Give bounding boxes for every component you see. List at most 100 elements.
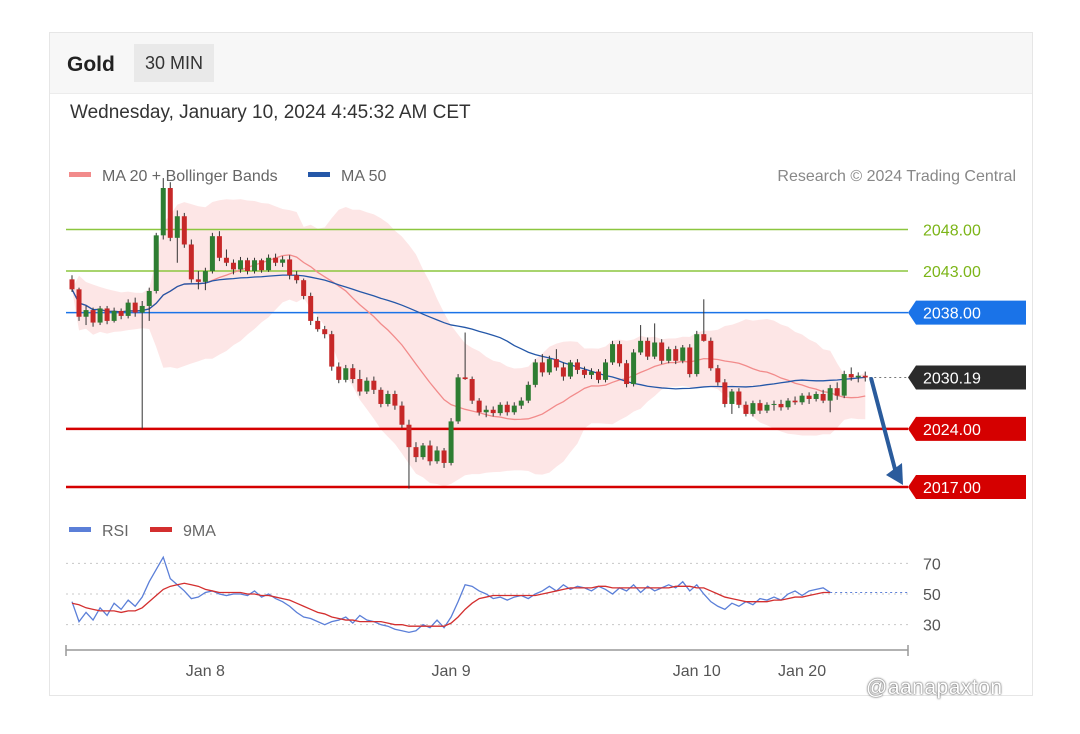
arrow-shaft <box>869 377 898 476</box>
candle <box>736 388 742 409</box>
candle <box>364 377 370 394</box>
candle <box>862 371 868 382</box>
candle <box>645 337 651 360</box>
rsi-chart: 70 50 30 RSI 9MA <box>66 523 941 635</box>
candle <box>104 305 110 325</box>
candle <box>532 359 538 388</box>
moving-averages <box>71 254 866 421</box>
candle-body <box>399 405 405 425</box>
candle <box>406 419 412 489</box>
candle <box>139 300 145 429</box>
candle-body <box>97 308 103 323</box>
candle-body <box>385 393 391 404</box>
candle-body <box>76 289 82 317</box>
copyright-label: Research © 2024 Trading Central <box>777 168 1016 185</box>
level-tag-bg <box>908 365 1026 390</box>
candle-body <box>855 375 861 378</box>
level-tag-bg <box>908 475 1026 500</box>
candle <box>778 399 784 411</box>
candle <box>448 418 454 466</box>
candle-body <box>617 344 623 364</box>
level-tag-2038.00: 2038.00 <box>923 306 981 323</box>
candle <box>574 359 580 375</box>
candle <box>202 267 208 291</box>
candle <box>673 345 679 365</box>
candle <box>680 344 686 364</box>
candle-body <box>329 334 335 367</box>
candle-body <box>448 421 454 463</box>
x-tick-label: Jan 10 <box>673 663 721 680</box>
watermark-text: @aanapaxton <box>866 676 1003 699</box>
candle-body <box>729 391 735 404</box>
candle <box>146 287 152 321</box>
candle <box>118 308 124 320</box>
candle <box>90 307 96 327</box>
candle-body <box>427 445 433 462</box>
candle-body <box>799 395 805 403</box>
rsi-legend-label: RSI <box>102 523 129 540</box>
candle-body <box>118 310 124 316</box>
candle <box>230 259 236 275</box>
candle <box>174 210 180 263</box>
candle <box>567 359 573 380</box>
candle <box>132 297 138 317</box>
timeframe-badge[interactable]: 30 MIN <box>134 44 215 82</box>
candle-body <box>778 403 784 408</box>
candle-body <box>631 352 637 385</box>
candle <box>827 384 833 413</box>
legend-label: MA 20 + Bollinger Bands <box>102 168 278 185</box>
arrow-head <box>886 463 903 486</box>
candle-body <box>280 259 286 263</box>
ma50-line <box>71 274 866 390</box>
candle <box>715 364 721 386</box>
candle <box>652 323 658 360</box>
x-tick-label: Jan 9 <box>432 663 471 680</box>
candle <box>322 325 328 339</box>
candle <box>97 305 103 326</box>
candle <box>69 275 75 292</box>
candle-body <box>315 320 321 330</box>
candle <box>301 278 307 300</box>
candle-body <box>69 279 75 290</box>
candle <box>743 401 749 417</box>
candles <box>69 178 868 489</box>
candle <box>427 440 433 466</box>
candle <box>392 390 398 410</box>
candle-body <box>90 310 96 323</box>
candle-body <box>841 374 847 396</box>
candle-body <box>209 236 215 272</box>
candle-body <box>687 347 693 375</box>
candle <box>511 402 517 415</box>
candle <box>539 354 545 377</box>
price-chart: 2048.00 2043.00 2038.00 2030.19 2024.00 2017.… <box>66 168 1026 500</box>
candle-body <box>553 359 559 368</box>
candle <box>504 401 510 416</box>
candle <box>581 366 587 379</box>
x-tick-label: Jan 8 <box>186 663 225 680</box>
candle-body <box>371 380 377 390</box>
candle-body <box>111 310 117 321</box>
candle <box>666 346 672 364</box>
rsi-legend: RSI 9MA <box>69 523 216 540</box>
candle-body <box>764 404 770 411</box>
candle-body <box>673 349 679 361</box>
candle-body <box>757 403 763 411</box>
candle <box>350 364 356 384</box>
candle <box>483 405 489 418</box>
candle-body <box>504 404 510 413</box>
candle-body <box>153 235 159 291</box>
candle <box>659 339 665 365</box>
candle <box>420 442 426 460</box>
candle-body <box>273 257 279 263</box>
legend-label: MA 50 <box>341 168 386 185</box>
candle-body <box>237 260 243 270</box>
candle-body <box>216 236 222 258</box>
candle <box>722 379 728 408</box>
candle <box>588 368 594 380</box>
candle-body <box>666 349 672 361</box>
chart-datetime: Wednesday, January 10, 2024 4:45:32 AM C… <box>70 102 471 123</box>
candle <box>792 396 798 405</box>
candle-body <box>245 260 250 272</box>
candle-body <box>195 279 201 282</box>
candle <box>560 362 566 381</box>
